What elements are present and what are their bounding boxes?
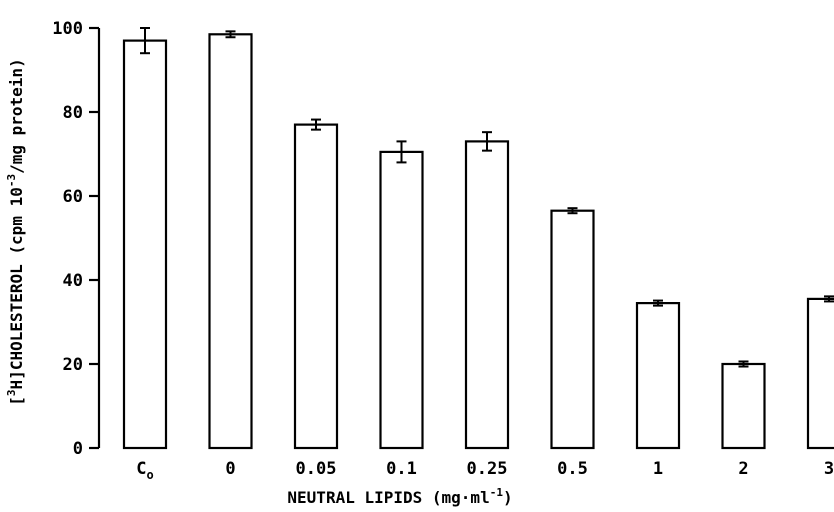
x-tick-label: 0 [225,459,235,479]
bar [379,150,424,450]
x-axis-title: NEUTRAL LIPIDS (mg·ml-1) [287,486,512,507]
x-tick-label: 0.1 [386,459,417,479]
y-tick-label: 80 [63,103,83,123]
y-tick-label: 20 [63,355,83,375]
y-tick-label: 40 [63,271,83,291]
x-axis-labels: Co 0 0.05 0.1 0.25 0.5 1 2 3 [136,459,834,482]
y-tick-label: 0 [73,439,83,459]
bar [635,302,681,450]
y-axis: 0 20 40 60 80 100 [52,19,101,459]
y-axis-title: [3H]CHOLESTEROL (cpm 10-3/mg protein) [5,58,26,405]
bar [721,362,766,450]
bar [806,297,834,450]
bar [293,123,339,450]
x-tick-label: 0.05 [296,459,337,479]
bars [122,27,834,450]
x-tick-label: Co [136,459,153,482]
bar [208,33,253,450]
bar [464,140,510,450]
x-tick-label: 2 [738,459,748,479]
x-tick-label: 0.5 [557,459,588,479]
x-tick-label: 0.25 [467,459,508,479]
bar [550,209,595,450]
x-tick-label: 3 [824,459,834,479]
x-tick-label: 1 [653,459,663,479]
y-tick-label: 100 [52,19,83,39]
bar [122,39,168,450]
y-tick-label: 60 [63,187,83,207]
